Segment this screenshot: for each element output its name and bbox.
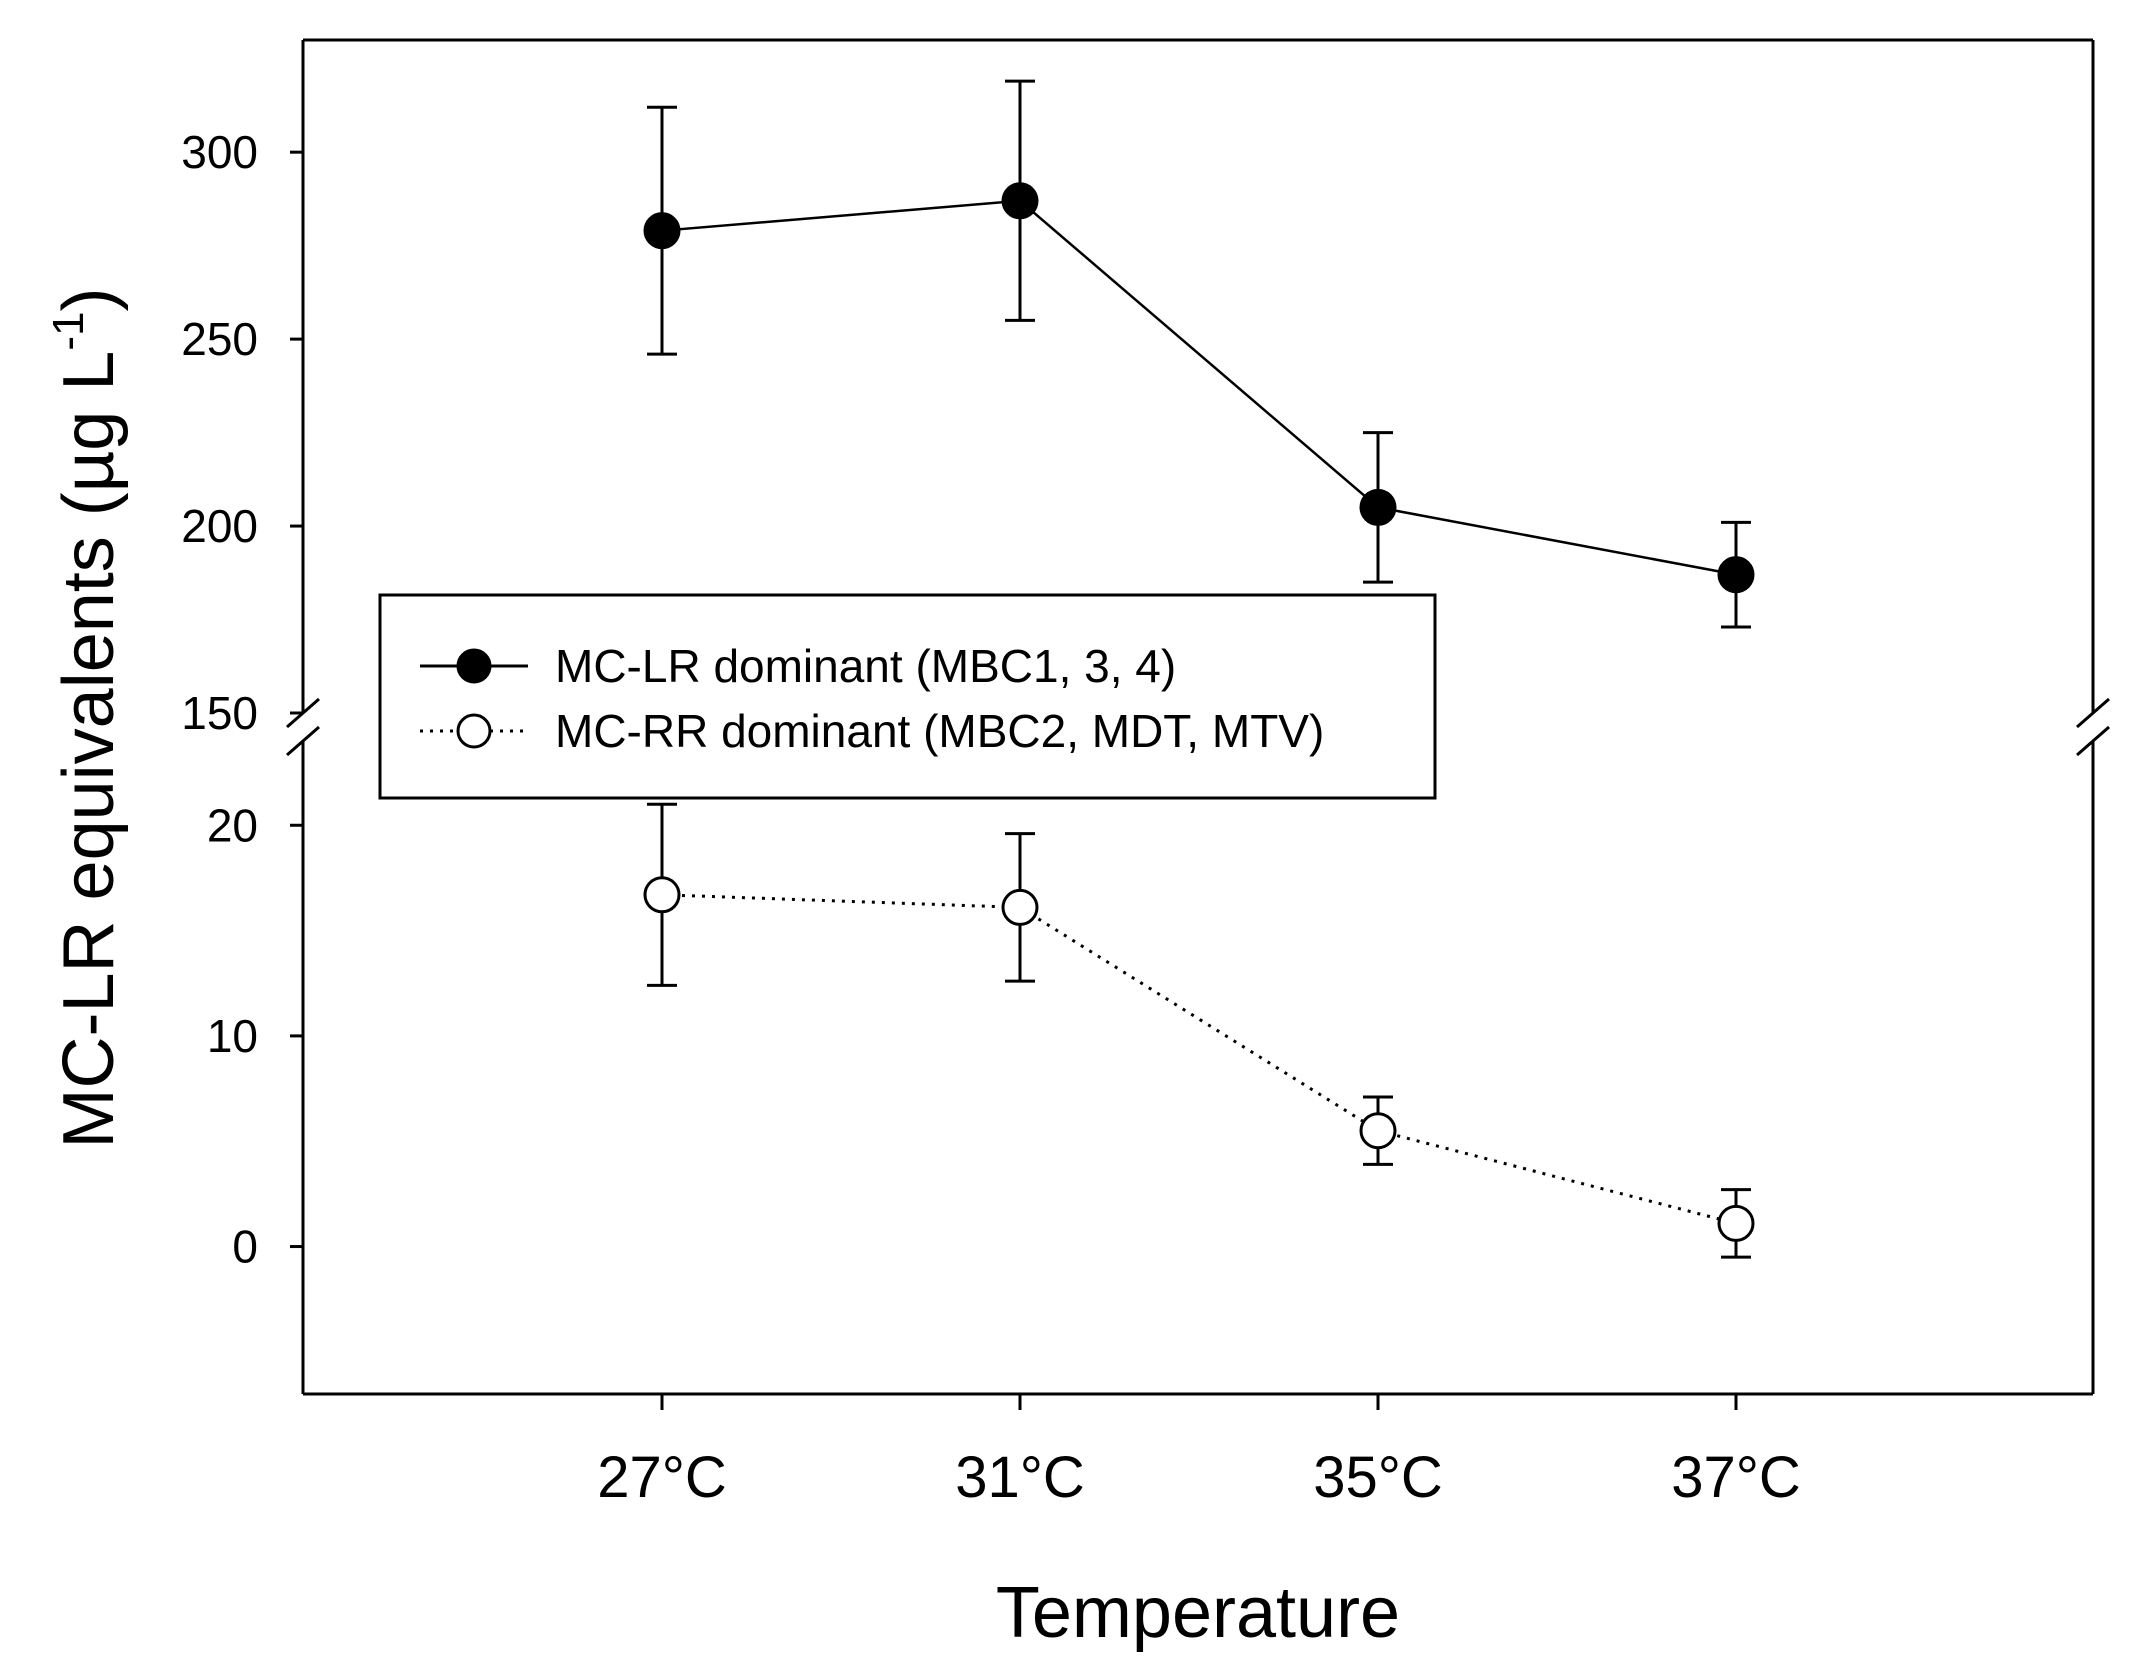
- break-mark-right-2: [2076, 725, 2110, 757]
- y-tick-150-label: 150: [181, 687, 258, 739]
- legend-label-series-2: MC-RR dominant (MBC2, MDT, MTV): [555, 705, 1324, 757]
- series-1-point-0: [643, 212, 681, 250]
- legend: MC-LR dominant (MBC1, 3, 4) MC-RR domina…: [378, 593, 1437, 800]
- y-tick-250-label: 250: [181, 313, 258, 365]
- series-2-point-1: [1001, 888, 1039, 926]
- series-2: [643, 802, 1755, 1259]
- y-axis-title-close: ): [49, 288, 129, 312]
- x-tick-label-3: 37°C: [1671, 1445, 1801, 1510]
- series-2-point-3: [1717, 1204, 1755, 1242]
- legend-box: [378, 593, 1437, 800]
- legend-label-series-1: MC-LR dominant (MBC1, 3, 4): [555, 640, 1176, 692]
- series-layer: [643, 79, 1755, 1259]
- y-axis-title-main: MC-LR equivalents (µg L: [49, 351, 129, 1149]
- x-tick-label-0: 27°C: [597, 1445, 727, 1510]
- y-tick-200-label: 200: [181, 500, 258, 552]
- y-tick-0-label: 0: [232, 1221, 258, 1273]
- y-axis-title: MC-LR equivalents (µg L-1): [44, 288, 129, 1149]
- x-tick-label-2: 35°C: [1313, 1445, 1443, 1510]
- y-axis-ticks: 0 10 20 150 200 250 300: [181, 126, 303, 1273]
- x-axis-title: Temperature: [996, 1573, 1400, 1653]
- y-tick-300-label: 300: [181, 126, 258, 178]
- y-axis-title-superscript: -1: [44, 312, 93, 351]
- legend-marker-series-1: [456, 648, 492, 684]
- series-1-point-3: [1717, 556, 1755, 594]
- x-axis-ticks: 27°C 31°C 35°C 37°C: [597, 1394, 1801, 1510]
- series-2-point-0: [643, 876, 681, 914]
- y-tick-20-label: 20: [207, 799, 258, 851]
- series-1-line: [661, 199, 1737, 576]
- break-mark-left-2: [286, 725, 320, 757]
- legend-marker-series-2: [456, 713, 492, 749]
- series-1-point-2: [1359, 488, 1397, 526]
- series-1-point-1: [1001, 182, 1039, 220]
- x-tick-label-1: 31°C: [955, 1445, 1085, 1510]
- series-2-point-2: [1359, 1112, 1397, 1150]
- series-1: [643, 79, 1755, 629]
- break-mark-right-1: [2076, 697, 2110, 729]
- y-tick-10-label: 10: [207, 1010, 258, 1062]
- series-2-line: [661, 893, 1737, 1225]
